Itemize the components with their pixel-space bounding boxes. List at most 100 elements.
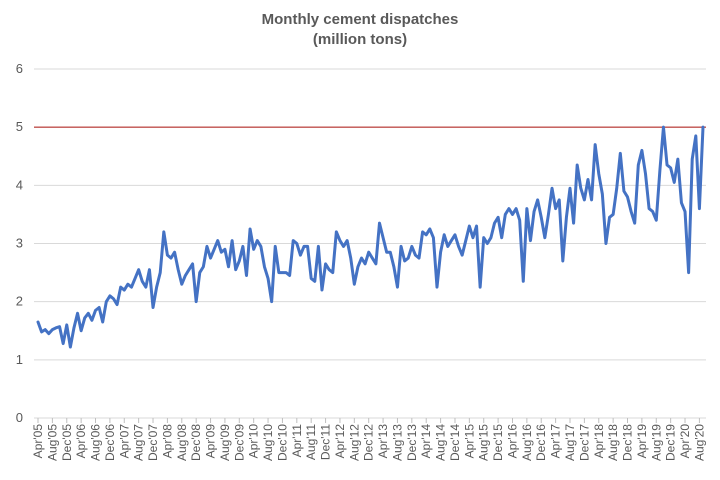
data-point	[353, 283, 356, 286]
data-point	[655, 219, 658, 222]
data-point	[281, 271, 284, 274]
x-tick-label: Apr'14	[419, 424, 433, 459]
x-tick-label: Dec'05	[60, 424, 74, 461]
data-point	[586, 178, 589, 181]
data-point	[205, 245, 208, 248]
x-axis: Apr'05 Aug'05 Dec'05 Apr'06 Aug'06 Dec'06 Apr'…	[31, 418, 706, 461]
x-tick-label: Aug'20	[692, 424, 706, 461]
data-point	[144, 286, 147, 289]
x-tick-label: Apr'15	[462, 424, 476, 459]
x-tick-label: Aug'19	[649, 424, 663, 461]
data-point	[543, 236, 546, 239]
data-point	[310, 277, 313, 280]
data-point	[536, 198, 539, 201]
data-point	[680, 201, 683, 204]
data-point	[202, 265, 205, 268]
data-point	[141, 280, 144, 283]
x-tick-label: Dec'19	[664, 424, 678, 461]
data-point	[382, 236, 385, 239]
data-point	[285, 271, 288, 274]
data-point	[669, 166, 672, 169]
x-tick-label: Dec'08	[189, 424, 203, 461]
chart-subtitle-text: (million tons)	[312, 31, 408, 48]
data-point	[277, 271, 280, 274]
data-point	[342, 245, 345, 248]
data-point	[134, 277, 137, 280]
data-point	[227, 265, 230, 268]
x-tick-label: Dec'17	[577, 424, 591, 461]
x-tick-label: Dec'12	[362, 424, 376, 461]
data-point	[479, 286, 482, 289]
data-point	[684, 210, 687, 213]
x-tick-label: Dec'18	[621, 424, 635, 461]
series-group	[36, 125, 705, 349]
data-point	[525, 207, 528, 210]
data-point	[112, 297, 115, 300]
data-point	[644, 172, 647, 175]
x-tick-label: Apr'12	[333, 424, 347, 459]
x-tick-label: Apr'10	[247, 424, 261, 459]
data-point	[572, 222, 575, 225]
data-point	[407, 257, 410, 260]
data-point	[651, 210, 654, 213]
x-tick-label: Aug'13	[390, 424, 404, 461]
data-point	[101, 321, 104, 324]
data-point	[461, 254, 464, 257]
data-point	[389, 251, 392, 254]
data-point	[518, 219, 521, 222]
data-point	[579, 187, 582, 190]
data-point	[249, 227, 252, 230]
data-point	[40, 330, 43, 333]
data-point	[349, 257, 352, 260]
chart-title: Monthly cement dispatches (million tons)	[0, 10, 720, 50]
data-point	[619, 152, 622, 155]
data-point	[658, 169, 661, 172]
series-line	[36, 125, 705, 349]
data-point	[216, 239, 219, 242]
x-tick-label: Apr'16	[505, 424, 519, 459]
data-point	[432, 236, 435, 239]
data-point	[274, 245, 277, 248]
data-point	[267, 277, 270, 280]
data-point	[615, 187, 618, 190]
data-point	[241, 245, 244, 248]
x-tick-label: Aug'07	[132, 424, 146, 461]
data-point	[533, 210, 536, 213]
data-point	[637, 163, 640, 166]
data-point	[123, 289, 126, 292]
data-point	[694, 134, 697, 137]
data-point	[209, 257, 212, 260]
data-point	[378, 222, 381, 225]
data-point	[152, 306, 155, 309]
data-point	[597, 172, 600, 175]
x-tick-label: Dec'06	[103, 424, 117, 461]
data-point	[425, 233, 428, 236]
data-point	[162, 230, 165, 233]
data-point	[471, 236, 474, 239]
data-point	[648, 207, 651, 210]
data-point	[338, 239, 341, 242]
data-point	[436, 286, 439, 289]
data-point	[252, 248, 255, 251]
data-point	[320, 289, 323, 292]
data-point	[270, 300, 273, 303]
data-point	[554, 207, 557, 210]
data-point	[94, 309, 97, 312]
x-tick-label: Aug'15	[477, 424, 491, 461]
data-point	[640, 149, 643, 152]
data-point	[259, 245, 262, 248]
data-point	[612, 213, 615, 216]
data-point	[198, 271, 201, 274]
x-tick-label: Apr'11	[290, 424, 304, 458]
data-point	[105, 300, 108, 303]
y-tick-label: 1	[16, 352, 23, 367]
data-point	[90, 319, 93, 322]
x-tick-label: Dec'11	[319, 424, 333, 460]
data-point	[126, 283, 129, 286]
x-tick-label: Apr'20	[678, 424, 692, 459]
data-point	[58, 325, 61, 328]
data-point	[223, 248, 226, 251]
x-tick-label: Aug'05	[45, 424, 59, 461]
y-tick-label: 5	[16, 119, 23, 134]
